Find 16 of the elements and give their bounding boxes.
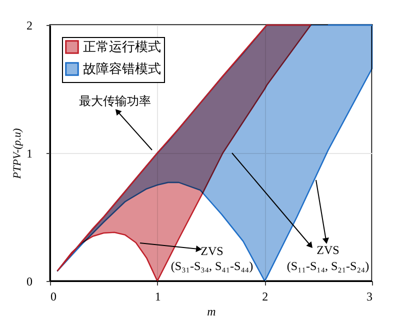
legend-label: 正常运行模式 xyxy=(83,40,161,55)
x-axis-title: m xyxy=(207,304,216,318)
x-tick-label: 0 xyxy=(50,290,56,304)
legend-label: 故障容错模式 xyxy=(83,61,161,77)
y-tick-label: 1 xyxy=(26,146,32,160)
annotation: ZVS xyxy=(200,244,224,258)
y-axis-title: PTPV-(p.u) xyxy=(12,128,24,180)
annotation: ZVS xyxy=(316,243,340,257)
x-tick-label: 2 xyxy=(262,290,268,304)
y-tick-label: 2 xyxy=(26,18,32,32)
x-tick-label: 3 xyxy=(366,290,372,304)
annotation: (S₃₁-S₃₄, S₄₁-S₄₄) xyxy=(170,259,254,273)
x-tick-label: 1 xyxy=(154,290,161,304)
y-tick-label: 0 xyxy=(26,274,32,288)
annotation: (S₁₁-S₁₄, S₂₁-S₂₄) xyxy=(286,259,370,273)
annotation: 最大传输功率 xyxy=(79,94,151,108)
